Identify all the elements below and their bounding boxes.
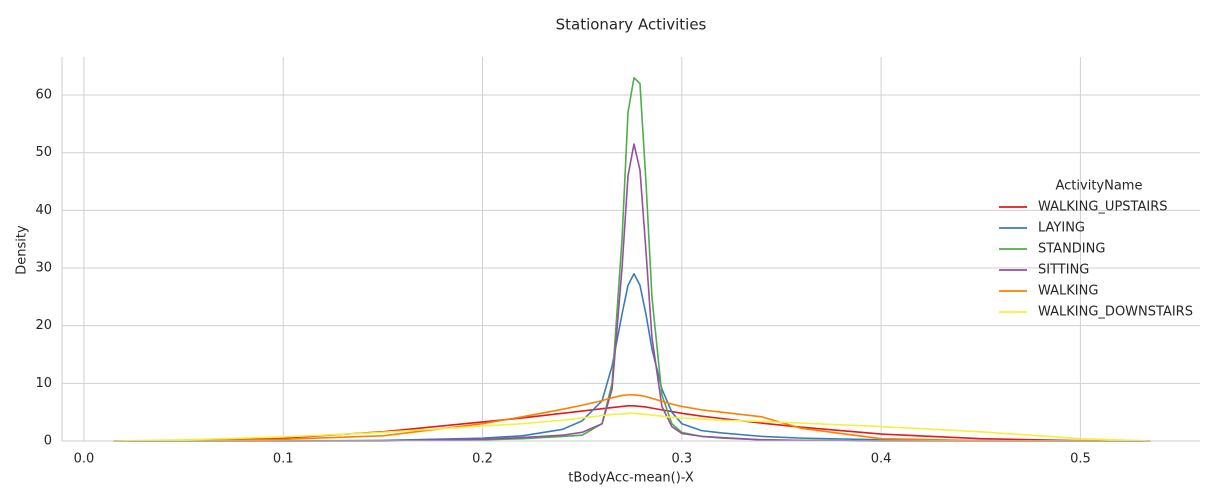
y-tick-label: 20	[35, 318, 52, 333]
series-line	[113, 143, 1151, 442]
series-line	[113, 272, 1151, 442]
y-tick-label: 60	[35, 88, 52, 103]
x-tick-label: 0.1	[273, 452, 294, 467]
chart-title: Stationary Activities	[556, 16, 707, 34]
lines	[113, 76, 1151, 442]
y-tick-label: 30	[35, 261, 52, 276]
grid	[62, 57, 1200, 442]
legend-label: WALKING_UPSTAIRS	[1038, 200, 1168, 215]
legend-label: STANDING	[1038, 242, 1105, 257]
series-line	[113, 412, 1151, 442]
legend: ActivityName WALKING_UPSTAIRS LAYING STAND…	[999, 179, 1193, 320]
legend-label: WALKING_DOWNSTAIRS	[1038, 305, 1193, 320]
series-line	[113, 394, 1151, 442]
x-tick-label: 0.2	[472, 452, 493, 467]
legend-label: WALKING	[1038, 284, 1098, 299]
y-tick-label: 0	[44, 434, 52, 449]
x-tick-label: 0.0	[74, 452, 95, 467]
y-axis-label: Density	[15, 225, 30, 275]
y-tick-label: 40	[35, 203, 52, 218]
legend-label: LAYING	[1038, 221, 1085, 236]
x-tick-label: 0.3	[671, 452, 692, 467]
y-tick-label: 10	[35, 376, 52, 391]
x-tick-label: 0.5	[1070, 452, 1091, 467]
x-axis-label: tBodyAcc-mean()-X	[568, 471, 694, 486]
series-line	[113, 405, 1151, 442]
x-tick-label: 0.4	[871, 452, 892, 467]
y-tick-label: 50	[35, 145, 52, 160]
series-line	[113, 76, 1151, 442]
legend-title: ActivityName	[1056, 179, 1143, 194]
legend-label: SITTING	[1038, 263, 1089, 278]
